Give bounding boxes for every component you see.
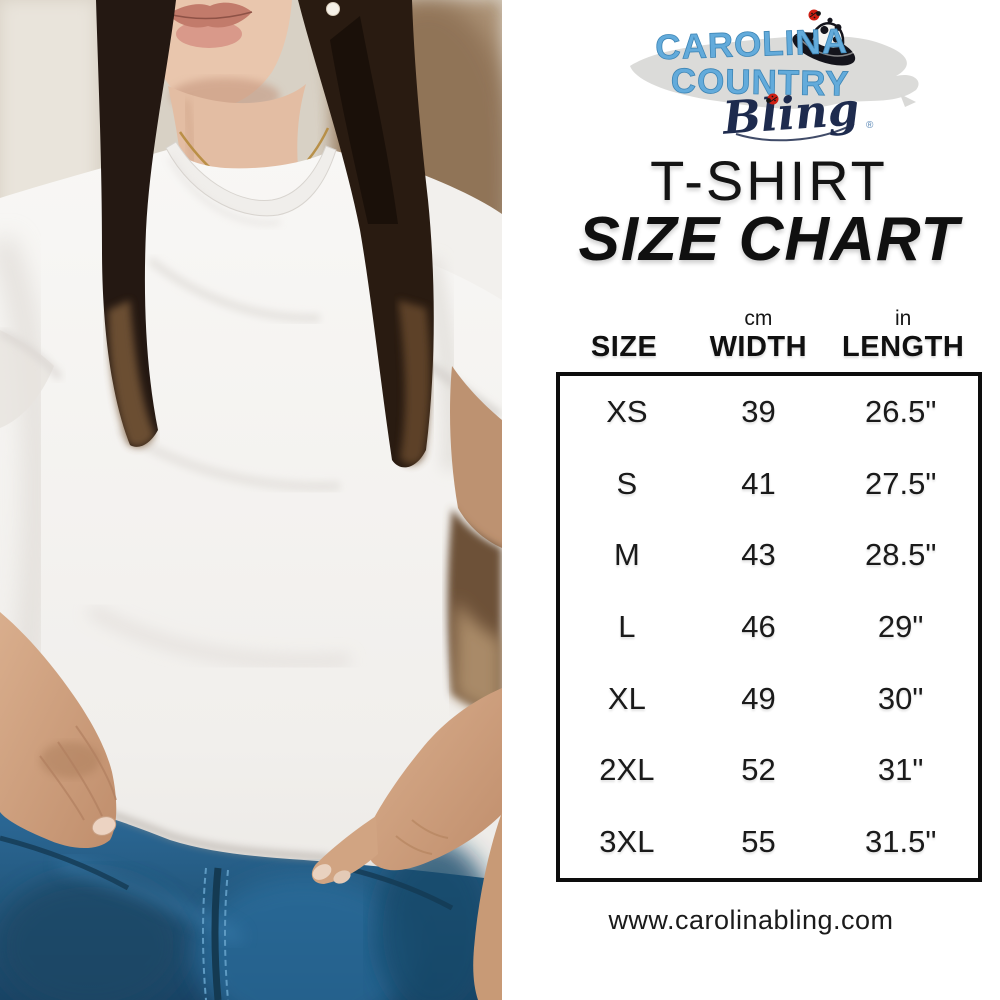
thumbnail <box>91 816 117 836</box>
table-row: L 46 29" <box>560 609 978 645</box>
length-cell: 31" <box>877 752 924 788</box>
table-row: M 43 28.5" <box>560 537 978 573</box>
size-cell: 2XL <box>599 752 655 788</box>
table-row: 2XL 52 31" <box>560 752 978 788</box>
right-arm <box>447 366 502 716</box>
width-cell: 43 <box>741 537 776 573</box>
hair <box>96 0 434 468</box>
size-chart: SIZE cm WIDTH in LENGTH XS 39 26.5" S 41 27.5… <box>538 306 1000 882</box>
column-unit: in <box>894 307 912 330</box>
pearl-earring <box>326 2 340 16</box>
width-cell: 49 <box>741 680 776 716</box>
width-cell: 52 <box>741 752 776 788</box>
right-hand <box>311 688 502 1000</box>
ladybug-icon <box>766 93 779 105</box>
size-cell: M <box>613 537 640 573</box>
length-cell: 28.5" <box>864 537 937 573</box>
table-row: XS 39 26.5" <box>560 394 978 430</box>
table-row: XL 49 30" <box>560 681 978 717</box>
left-hand <box>0 612 117 849</box>
length-cell: 30" <box>877 680 924 716</box>
bling-swash <box>735 123 855 142</box>
fingernail <box>312 864 332 880</box>
size-cell: XS <box>606 393 648 429</box>
fingernail <box>333 870 351 884</box>
website-url: www.carolinabling.com <box>608 905 894 935</box>
width-cell: 46 <box>741 608 776 644</box>
page-title-line2: SIZE CHART <box>578 205 960 274</box>
nc-island-shape <box>900 94 916 107</box>
model-face-neck <box>150 0 306 178</box>
brand-word-carolina: CAROLINA <box>655 22 849 68</box>
brand-logo-art: CAROLINA COUNTRY Bling ® <box>630 9 919 145</box>
size-table-body: XS 39 26.5" S 41 27.5" M 43 28.5" L 46 29" XL 49 30" 2X… <box>556 372 982 882</box>
brand-word-bling: Bling <box>719 82 861 144</box>
ladybug-icon <box>808 9 821 21</box>
column-header-size: SIZE <box>556 306 692 364</box>
table-row: 3XL 55 31.5" <box>560 824 978 860</box>
brand-logo: CAROLINA COUNTRY Bling ® <box>624 2 944 145</box>
length-cell: 27.5" <box>864 465 937 501</box>
table-row: S 41 27.5" <box>560 466 978 502</box>
size-cell: L <box>618 608 636 644</box>
length-cell: 26.5" <box>864 393 937 429</box>
size-cell: 3XL <box>599 824 655 860</box>
page-title-line1: T-SHIRT <box>650 149 888 212</box>
table-header-row: SIZE cm WIDTH in LENGTH <box>556 306 982 364</box>
width-cell: 39 <box>741 393 776 429</box>
size-chart-panel: CAROLINA COUNTRY Bling ® T-SHIRT SIZE CH… <box>502 0 1000 1000</box>
model-photo <box>0 0 502 1000</box>
width-cell: 41 <box>741 465 776 501</box>
column-label: SIZE <box>590 331 658 363</box>
column-unit <box>556 306 692 331</box>
brand-word-country: COUNTRY <box>670 61 849 103</box>
size-cell: XL <box>607 680 646 716</box>
jeans <box>0 783 502 1000</box>
cowboy-hat-icon <box>792 17 856 66</box>
length-cell: 29" <box>877 608 924 644</box>
trademark-symbol: ® <box>866 120 874 131</box>
column-header-width: cm WIDTH <box>692 306 824 364</box>
column-unit: cm <box>744 307 773 330</box>
column-header-length: in LENGTH <box>824 306 982 364</box>
model-photo-illustration <box>0 0 502 1000</box>
length-cell: 31.5" <box>864 824 937 860</box>
width-cell: 55 <box>741 824 776 860</box>
column-label: LENGTH <box>842 331 965 363</box>
column-label: WIDTH <box>709 331 808 363</box>
size-cell: S <box>616 465 638 501</box>
